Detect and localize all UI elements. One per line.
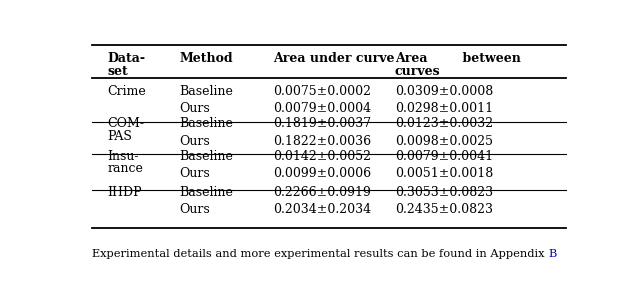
- Text: curves: curves: [395, 65, 440, 78]
- Text: 0.0123±0.0032: 0.0123±0.0032: [395, 117, 493, 130]
- Text: Crime: Crime: [108, 85, 146, 98]
- Text: Experimental details and more experimental results can be found in Appendix: Experimental details and more experiment…: [92, 249, 548, 259]
- Text: IHDP: IHDP: [108, 186, 142, 199]
- Text: Area under curve: Area under curve: [273, 52, 395, 65]
- Text: 0.0309±0.0008: 0.0309±0.0008: [395, 85, 493, 98]
- Text: 0.0098±0.0025: 0.0098±0.0025: [395, 135, 493, 147]
- Text: Area        between: Area between: [395, 52, 521, 65]
- Text: 0.1822±0.0036: 0.1822±0.0036: [273, 135, 372, 147]
- Text: 0.0079±0.0041: 0.0079±0.0041: [395, 150, 493, 163]
- Text: Data-: Data-: [108, 52, 145, 65]
- Text: 0.0099±0.0006: 0.0099±0.0006: [273, 167, 372, 180]
- Text: Ours: Ours: [179, 203, 210, 216]
- Text: 0.3053±0.0823: 0.3053±0.0823: [395, 186, 493, 199]
- Text: Ours: Ours: [179, 167, 210, 180]
- Text: 0.2266±0.0919: 0.2266±0.0919: [273, 186, 371, 199]
- Text: Insu-: Insu-: [108, 150, 139, 163]
- Text: Method: Method: [179, 52, 233, 65]
- Text: Baseline: Baseline: [179, 117, 233, 130]
- Text: COM-: COM-: [108, 117, 144, 130]
- Text: Ours: Ours: [179, 135, 210, 147]
- Text: Baseline: Baseline: [179, 150, 233, 163]
- Text: 0.0079±0.0004: 0.0079±0.0004: [273, 102, 372, 115]
- Text: set: set: [108, 65, 128, 78]
- Text: 0.0075±0.0002: 0.0075±0.0002: [273, 85, 371, 98]
- Text: 0.1819±0.0037: 0.1819±0.0037: [273, 117, 372, 130]
- Text: Baseline: Baseline: [179, 186, 233, 199]
- Text: 0.0142±0.0052: 0.0142±0.0052: [273, 150, 371, 163]
- Text: PAS: PAS: [108, 130, 132, 143]
- Text: rance: rance: [108, 163, 143, 175]
- Text: 0.0298±0.0011: 0.0298±0.0011: [395, 102, 493, 115]
- Text: Ours: Ours: [179, 102, 210, 115]
- Text: B: B: [548, 249, 557, 259]
- Text: 0.2435±0.0823: 0.2435±0.0823: [395, 203, 493, 216]
- Text: 0.0051±0.0018: 0.0051±0.0018: [395, 167, 493, 180]
- Text: 0.2034±0.2034: 0.2034±0.2034: [273, 203, 372, 216]
- Text: Baseline: Baseline: [179, 85, 233, 98]
